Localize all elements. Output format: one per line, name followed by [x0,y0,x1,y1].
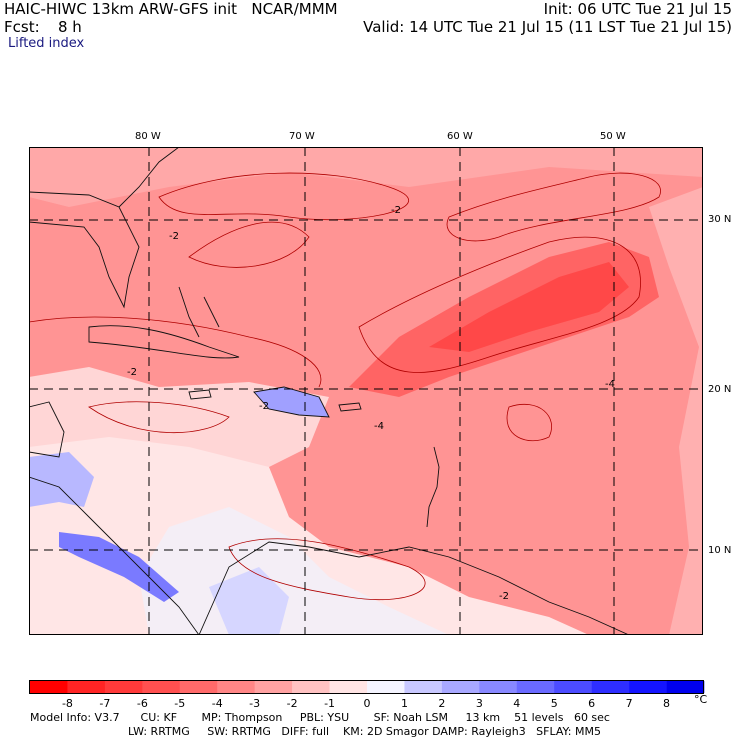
contour-line [358,236,641,373]
contour-label: -2 [127,367,137,378]
colorbar-swatch [30,681,68,693]
contour-line [188,221,310,268]
model-info-line1: Model Info: V3.7 CU: KF MP: Thompson PBL… [30,711,610,724]
colorbar-tick-label: -5 [174,697,186,710]
colorbar-swatch [104,681,143,693]
colorbar-swatch [329,681,368,693]
colorbar-swatch [179,681,218,693]
colorbar-swatch [292,681,330,693]
colorbar-tick-label: -8 [61,697,73,710]
colorbar-swatch [67,681,106,693]
colorbar-swatch [516,681,555,693]
contour-line [228,538,426,600]
colorbar-swatch [404,681,443,693]
colorbar-swatch [666,681,705,693]
field-region-light-east [649,187,703,635]
forecast-hour: 8 h [58,18,82,36]
colorbar-swatch [479,681,518,693]
coastline-lesser-antilles [426,446,440,528]
colorbar-tick-label: 4 [513,697,521,710]
colorbar-swatch [217,681,255,693]
lifted-index-map: -2 -2 -2 -2 -4 -4 -2 [29,147,703,635]
colorbar-swatch [554,681,592,693]
lon-label-70w: 70 W [289,131,315,142]
field-name: Lifted index [8,36,85,51]
colorbar-tick-label: 8 [663,697,671,710]
colorbar-tick-label: -3 [249,697,261,710]
colorbar-unit: °C [694,693,708,706]
forecast-label: Fcst: [4,18,40,36]
colorbar-tick-label: 7 [625,697,633,710]
lat-label-20n: 20 N [708,384,732,395]
colorbar-swatch [254,681,293,693]
lon-label-60w: 60 W [447,131,473,142]
model-title: HAIC-HIWC 13km ARW-GFS init NCAR/MMM [4,0,338,18]
field-region-red-core [429,262,629,352]
field-region-blue-colombia [209,567,289,635]
valid-time: Valid: 14 UTC Tue 21 Jul 15 (11 LST Tue … [363,18,732,36]
model-info-line2: LW: RRTMG SW: RRTMG DIFF: full KM: 2D Sm… [128,725,601,738]
colorbar-swatch [367,681,405,693]
colorbar-swatch [142,681,181,693]
coastline-puerto-rico [338,402,362,412]
colorbar [29,680,705,694]
contour-line [88,401,230,434]
field-region-blue-centralamerica [29,452,94,507]
colorbar-tick-label: 6 [588,697,596,710]
contour-line [446,172,661,242]
colorbar-tick-label: -7 [99,697,111,710]
coastline-yucatan [29,401,65,458]
contour-line [29,316,322,388]
coastline-central-america [29,476,200,635]
coastline-hispaniola [253,386,330,418]
colorbar-tick-label: 5 [550,697,558,710]
coastline-florida [29,191,140,309]
colorbar-swatch [441,681,480,693]
map-frame [29,147,703,635]
contour-line [158,172,409,221]
contour-label: -2 [169,231,179,242]
coastline-jamaica [188,389,212,400]
contour-line [506,403,552,442]
coastline-us-east [118,147,180,208]
colorbar-tick-label: 1 [400,697,408,710]
contour-label: -4 [605,379,615,390]
colorbar-tick-label: 2 [438,697,446,710]
contour-label: -4 [374,421,384,432]
lat-label-10n: 10 N [708,545,732,556]
colorbar-tick-label: 3 [475,697,483,710]
colorbar-tick-label: -1 [324,697,336,710]
init-time: Init: 06 UTC Tue 21 Jul 15 [543,0,732,18]
coastline-bahamas [178,286,220,338]
contour-label: -2 [499,591,509,602]
contour-label: -2 [259,401,269,412]
colorbar-tick-label: -6 [136,697,148,710]
coastline-cuba [88,325,240,359]
colorbar-tick-label: -4 [211,697,223,710]
field-region-light-north [29,147,703,207]
lon-label-80w: 80 W [135,131,161,142]
colorbar-swatch [591,681,630,693]
colorbar-tick-label: -2 [286,697,298,710]
colorbar-tick-label: 0 [363,697,371,710]
lat-label-30n: 30 N [708,214,732,225]
colorbar-frame [29,680,704,694]
contour-label: -2 [391,205,401,216]
lon-label-50w: 50 W [600,131,626,142]
colorbar-swatch [629,681,667,693]
